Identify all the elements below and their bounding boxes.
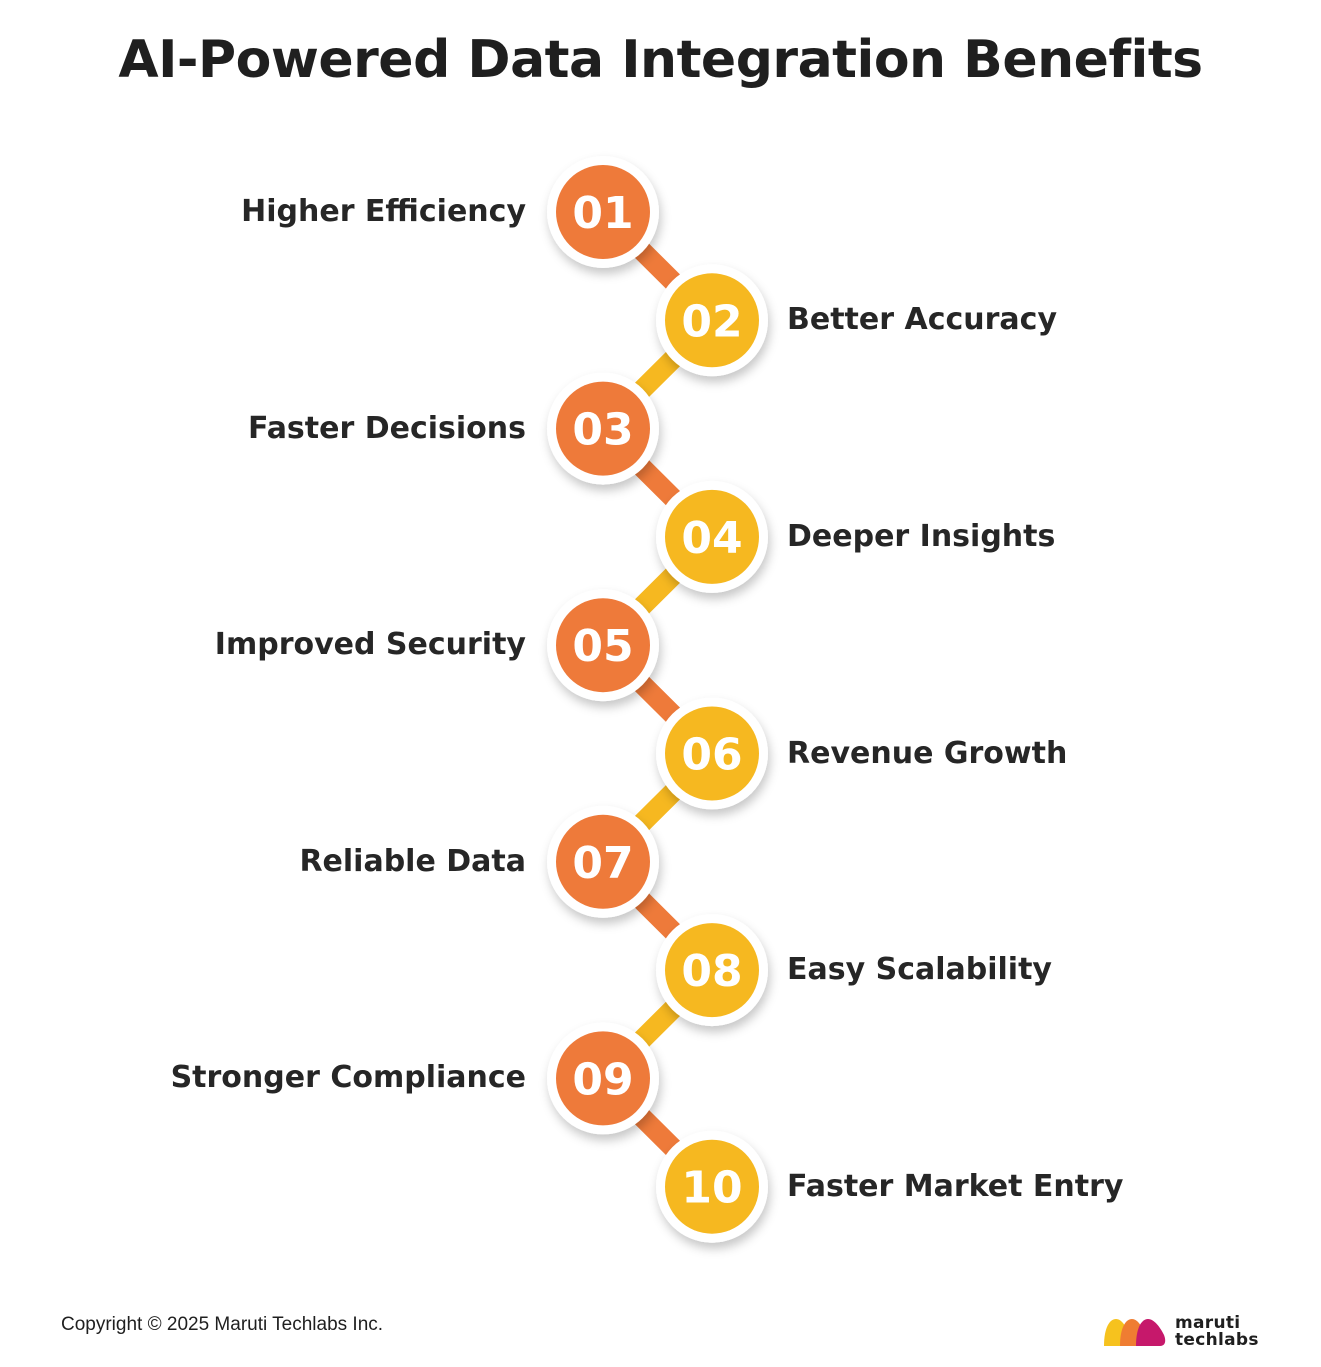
step-label-09: Stronger Compliance xyxy=(170,1060,526,1096)
step-node-02: 02 xyxy=(656,264,768,377)
brand-name-line2: techlabs xyxy=(1175,1330,1259,1350)
step-label-02: Better Accuracy xyxy=(787,302,1057,338)
copyright-text: Copyright © 2025 Maruti Techlabs Inc. xyxy=(61,1314,384,1335)
page-title: AI-Powered Data Integration Benefits xyxy=(118,30,1203,90)
step-number: 03 xyxy=(572,405,633,456)
step-number: 05 xyxy=(572,621,633,672)
step-number: 06 xyxy=(681,730,742,781)
step-circle xyxy=(556,598,650,693)
step-node-07: 07 xyxy=(547,805,659,918)
step-circle xyxy=(556,381,650,476)
step-circle xyxy=(556,1031,650,1126)
step-label-07: Reliable Data xyxy=(299,843,526,879)
step-circle xyxy=(665,1139,759,1234)
step-node-06: 06 xyxy=(656,697,768,810)
step-number: 01 xyxy=(572,188,633,239)
step-number: 02 xyxy=(681,296,742,347)
step-node-10: 10 xyxy=(656,1130,768,1243)
step-label-04: Deeper Insights xyxy=(787,518,1056,554)
step-label-05: Improved Security xyxy=(214,627,526,663)
step-node-03: 03 xyxy=(547,372,659,485)
step-number: 04 xyxy=(681,513,742,564)
step-label-08: Easy Scalability xyxy=(787,952,1052,988)
step-node-09: 09 xyxy=(547,1022,659,1135)
step-number: 10 xyxy=(681,1163,742,1214)
step-node-08: 08 xyxy=(656,914,768,1027)
step-circle xyxy=(665,923,759,1018)
brand-logo: maruti techlabs xyxy=(1102,1311,1302,1351)
step-circle xyxy=(665,706,759,801)
maruti-techlabs-logo-icon xyxy=(1104,1319,1166,1346)
brand-name-line1: maruti xyxy=(1175,1313,1241,1333)
step-circle xyxy=(665,489,759,584)
step-node-04: 04 xyxy=(656,480,768,593)
step-node-05: 05 xyxy=(547,589,659,702)
step-number: 08 xyxy=(681,946,742,997)
step-node-01: 01 xyxy=(547,156,659,268)
step-circle xyxy=(556,814,650,909)
step-number: 09 xyxy=(572,1054,633,1105)
step-label-03: Faster Decisions xyxy=(247,410,526,446)
step-number: 07 xyxy=(572,838,633,889)
step-label-01: Higher Efficiency xyxy=(241,194,526,229)
step-circle xyxy=(665,273,759,368)
step-label-06: Revenue Growth xyxy=(787,735,1068,771)
step-circle xyxy=(556,165,650,259)
step-label-10: Faster Market Entry xyxy=(787,1168,1124,1204)
